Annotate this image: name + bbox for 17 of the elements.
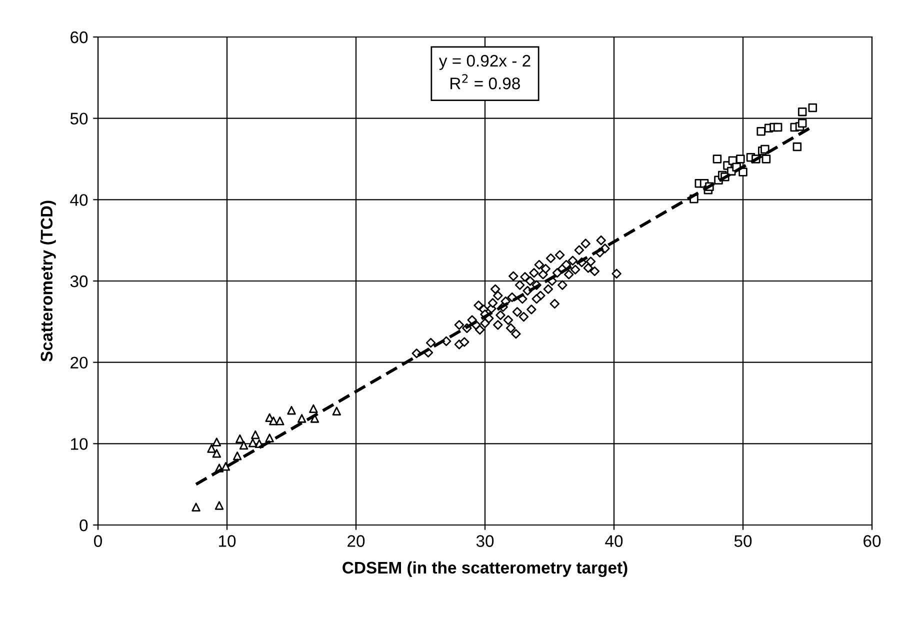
x-tick-label: 10 <box>219 535 236 547</box>
x-tick-label: 0 <box>94 535 102 547</box>
x-axis-title: CDSEM (in the scatterometry target) <box>342 561 628 577</box>
y-tick-label: 10 <box>71 438 88 450</box>
y-tick-label: 50 <box>70 112 88 125</box>
y-tick-label: 0 <box>80 519 88 532</box>
y-tick-label: 60 <box>70 31 88 44</box>
y-axis-title: Scatterometry (TCD) <box>40 200 56 362</box>
x-tick-label: 50 <box>734 535 752 547</box>
x-tick-label: 30 <box>476 535 494 547</box>
x-tick-label: 20 <box>348 535 365 547</box>
y-tick-label: 20 <box>70 356 88 369</box>
x-tick-label: 60 <box>864 535 881 547</box>
annotation: y = 0.92x - 2 R$^{2}$ = 0.98 <box>438 54 530 90</box>
y-tick-label: 40 <box>70 194 88 206</box>
y-tick-label: 30 <box>70 275 88 288</box>
x-tick-label: 40 <box>605 535 623 547</box>
